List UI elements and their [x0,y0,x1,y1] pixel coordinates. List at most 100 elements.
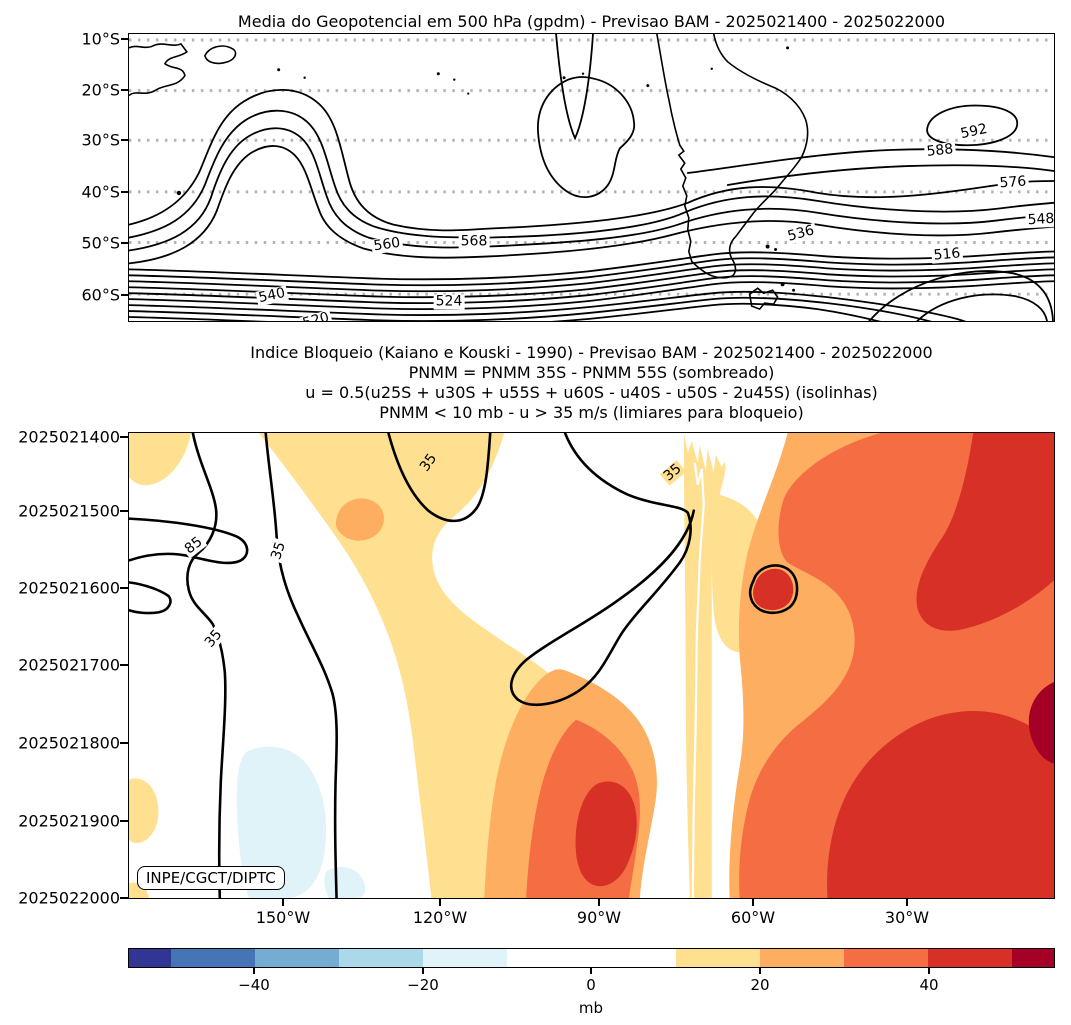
top-panel-title: Media do Geopotencial em 500 hPa (gpdm) … [237,12,946,31]
coastline-islands-west [129,42,188,97]
shade-yellow-stripe [683,433,712,898]
colorbar-seg-5 [507,949,676,967]
blocking-index-plot [129,433,1054,898]
isoline-85 [129,517,249,615]
colorbar-tickmark [590,968,592,974]
inpe-stamp: INPE/CGCT/DIPTC [137,866,285,890]
colorbar-tick-0: 0 [586,976,596,994]
lon-tickmark [752,899,754,906]
colorbar-seg-9 [927,949,1012,967]
isoline-35-west2 [264,433,338,898]
date-tickmark [120,510,128,512]
top-ytickmark [121,242,128,244]
coastline-small-islands [176,46,796,292]
colorbar-tickmark [253,968,255,974]
colorbar-tick-20: 20 [750,976,770,994]
date-tickmark [120,664,128,666]
contour-label-576: 576 [997,173,1029,192]
blocking-title-3: u = 0.5(u25S + u30S + u55S + u60S - u40S… [305,383,878,402]
colorbar-tickmark [759,968,761,974]
lon-tickmark [282,899,284,906]
top-ytickmark [121,191,128,193]
colorbar-tickmark [422,968,424,974]
blocking-index-panel: 35 35 85 35 35 INPE/CGCT/DIPTC [128,432,1055,899]
lon-tickmark [598,899,600,906]
coastlines [129,34,809,311]
date-tick-1: 2025021500 [18,501,120,521]
lon-tick-90w: 90°W [576,908,622,927]
blocking-title-2: PNMM = PNMM 35S - PNMM 55S (sombreado) [408,363,775,382]
geopotential-contours [129,34,1054,321]
date-tick-5: 2025021900 [18,811,120,831]
colorbar-seg-2 [255,949,340,967]
isoline-35-east [509,433,696,707]
lon-tickmark [906,899,908,906]
top-ytick-10s: 10°S [81,29,120,49]
colorbar-tick-m40: −40 [238,976,270,994]
colorbar-seg-1 [171,949,256,967]
lon-tickmark [439,899,441,906]
date-tick-3: 2025021700 [18,655,120,675]
contour-label-548: 548 [1025,210,1055,229]
top-ytick-40s: 40°S [81,182,120,202]
blocking-title-1: Indice Bloqueio (Kaiano e Kouski - 1990)… [250,343,933,362]
date-tickmark [120,742,128,744]
date-tick-6: 2025022000 [18,888,120,908]
top-ytick-20s: 20°S [81,80,120,100]
lon-tick-120w: 120°W [412,908,468,927]
contour-label-516: 516 [931,245,963,264]
isoline-35-ring [748,564,799,615]
contour-label-524: 524 [433,293,465,310]
top-ytick-60s: 60°S [81,285,120,305]
pnmm-shading [129,433,1054,898]
date-tickmark [120,820,128,822]
date-tick-4: 2025021800 [18,733,120,753]
coastline-antarctic-peninsula [748,287,779,311]
colorbar-tick-40: 40 [919,976,939,994]
shade-red-center [575,781,637,887]
top-ytickmark [121,38,128,40]
date-tick-0: 2025021400 [18,427,120,447]
colorbar-tick-m20: −20 [407,976,439,994]
top-ytickmark [121,139,128,141]
top-ytickmark [121,294,128,296]
lon-tick-30w: 30°W [884,908,930,927]
colorbar-seg-8 [843,949,928,967]
shade-white-jag-line [691,462,705,898]
shade-yellow-left-edge [129,778,159,844]
shade-yellow-corner [129,433,191,486]
coastline-island [203,45,237,65]
shade-red-topright [916,433,1054,631]
top-ytick-30s: 30°S [81,130,120,150]
shade-red-spot [753,568,794,611]
shade-darkred-rightedge [1028,681,1054,764]
shade-blue-patch-small [324,866,366,898]
top-ytick-50s: 50°S [81,233,120,253]
date-tickmark [120,436,128,438]
colorbar-seg-4 [423,949,508,967]
shade-white-jag-top [683,433,734,473]
u-isolines [129,433,799,898]
shade-orange-spot [335,498,384,541]
shade-blue-patch [236,746,327,898]
date-tick-2: 2025021600 [18,578,120,598]
geopotential-map-panel: 592 588 576 548 536 516 568 560 540 524 … [128,33,1055,322]
colorbar-seg-3 [339,949,424,967]
colorbar-seg-7 [759,949,844,967]
blocking-title-4: PNMM < 10 mb - u > 35 m/s (limiares para… [379,403,804,422]
lon-tick-150w: 150°W [255,908,311,927]
colorbar-seg-6 [675,949,760,967]
colorbar-tickmark [928,968,930,974]
shade-red-bottomright [827,710,1054,898]
colorbar [128,948,1055,968]
isoline-35-u [387,433,492,523]
lon-tick-60w: 60°W [730,908,776,927]
colorbar-seg-0 [129,949,172,967]
geopotential-map [129,34,1054,321]
date-tickmark [120,897,128,899]
contour-label-588: 588 [923,141,957,161]
colorbar-seg-10 [1011,949,1055,967]
isoline-35-west [186,433,227,898]
colorbar-unit-label: mb [578,999,604,1017]
